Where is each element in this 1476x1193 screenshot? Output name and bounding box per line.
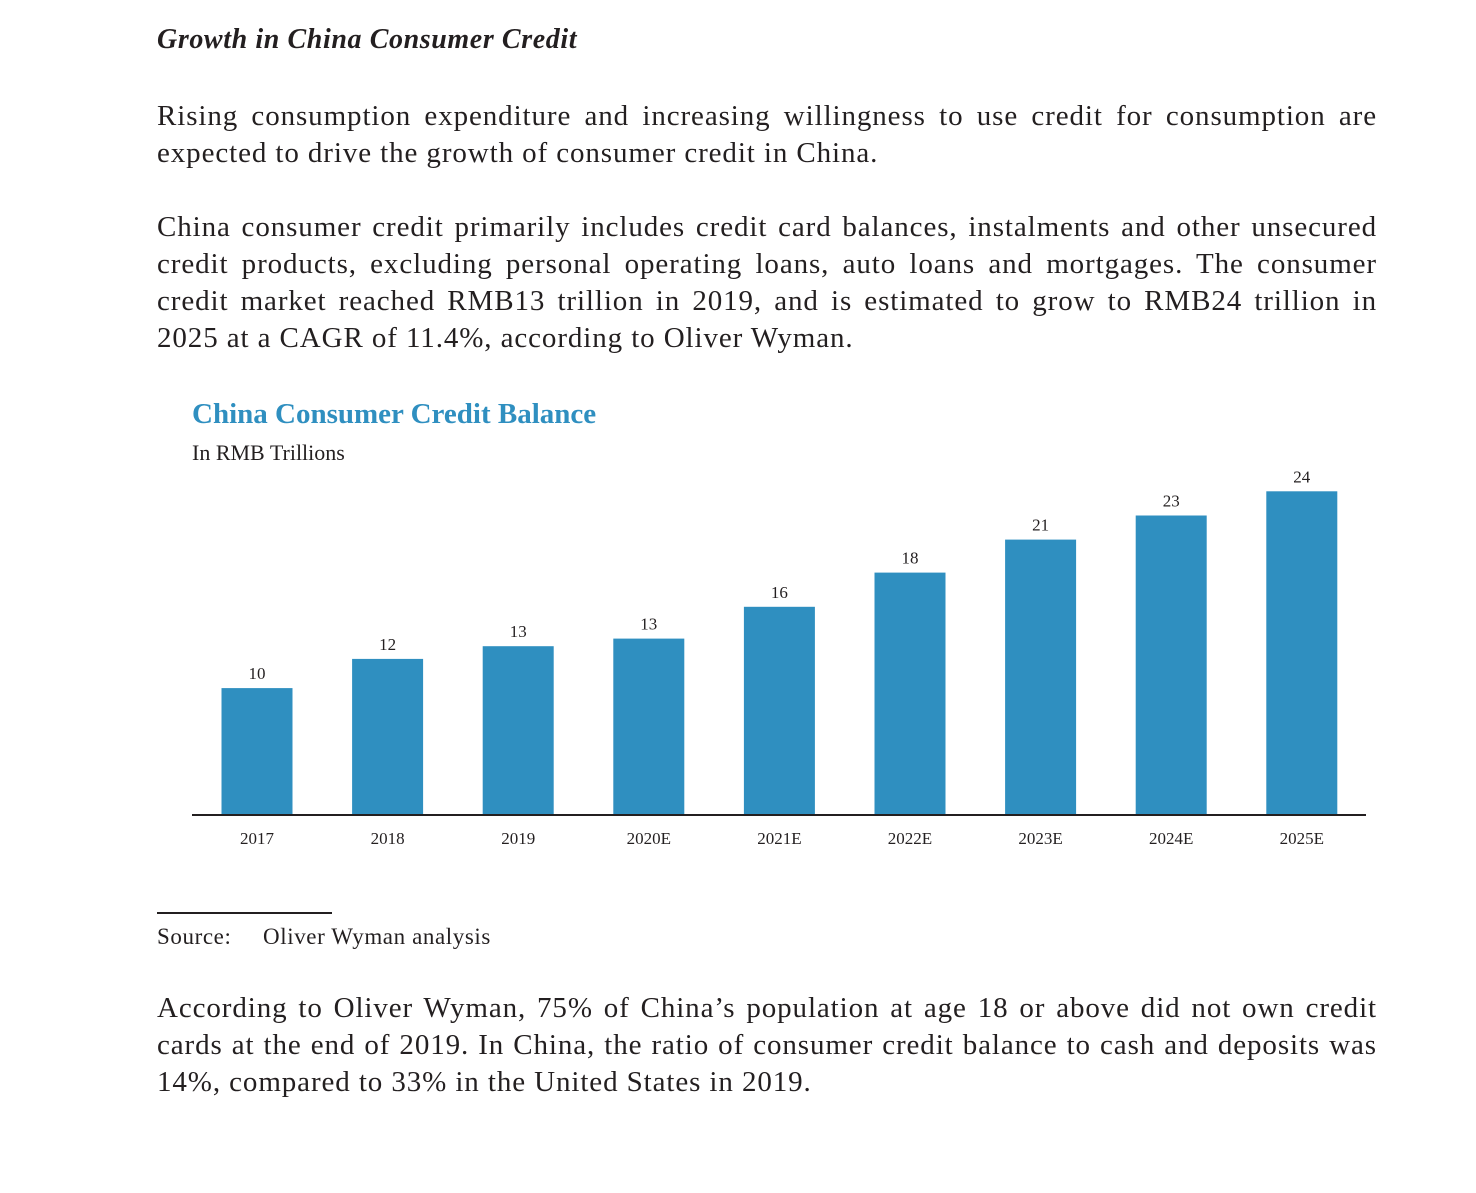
x-tick-label: 2018: [371, 829, 405, 848]
source-divider: [157, 912, 332, 914]
source-label: Source:: [157, 924, 232, 949]
x-tick-label: 2023E: [1018, 829, 1062, 848]
data-label: 18: [902, 549, 919, 568]
paragraph-market-size: China consumer credit primarily includes…: [157, 211, 1377, 354]
bar-2022e: [874, 572, 946, 815]
x-tick-label: 2022E: [888, 829, 932, 848]
bar-chart: 10 2017 12 2018 13 2019 13 2020E 16 2021E 18 2022E 2…: [192, 467, 1366, 848]
data-label: 23: [1163, 492, 1180, 511]
chart-title: China Consumer Credit Balance: [192, 398, 597, 430]
paragraph-credit-card-ownership: According to Oliver Wyman, 75% of China’…: [157, 992, 1377, 1098]
paragraph-consumption: Rising consumption expenditure and incre…: [157, 100, 1377, 169]
x-tick-label: 2019: [501, 829, 535, 848]
source-text: Oliver Wyman analysis: [263, 924, 491, 949]
bar-2024e: [1135, 515, 1207, 815]
x-tick-label: 2021E: [757, 829, 801, 848]
data-label: 10: [249, 664, 266, 683]
data-label: 13: [640, 615, 657, 634]
bar-2019: [482, 646, 554, 815]
bar-2018: [352, 658, 424, 815]
chart-subtitle: In RMB Trillions: [192, 440, 345, 465]
bar-2023e: [1005, 539, 1077, 815]
data-label: 13: [510, 622, 527, 641]
bar-2020e: [613, 638, 685, 815]
source-note: Source: Oliver Wyman analysis: [157, 924, 491, 950]
data-label: 12: [379, 635, 396, 654]
section-heading: Growth in China Consumer Credit: [157, 24, 578, 55]
bar-2025e: [1266, 491, 1338, 815]
data-label: 21: [1032, 516, 1049, 535]
bar-2017: [221, 688, 293, 815]
bar-group: 10 2017 12 2018 13 2019 13 2020E 16 2021E 18 2022E 2…: [221, 467, 1338, 848]
x-tick-label: 2024E: [1149, 829, 1193, 848]
bar-2021e: [743, 606, 815, 815]
x-tick-label: 2017: [240, 829, 275, 848]
data-label: 24: [1293, 467, 1311, 486]
data-label: 16: [771, 583, 788, 602]
x-tick-label: 2020E: [627, 829, 671, 848]
x-tick-label: 2025E: [1280, 829, 1324, 848]
